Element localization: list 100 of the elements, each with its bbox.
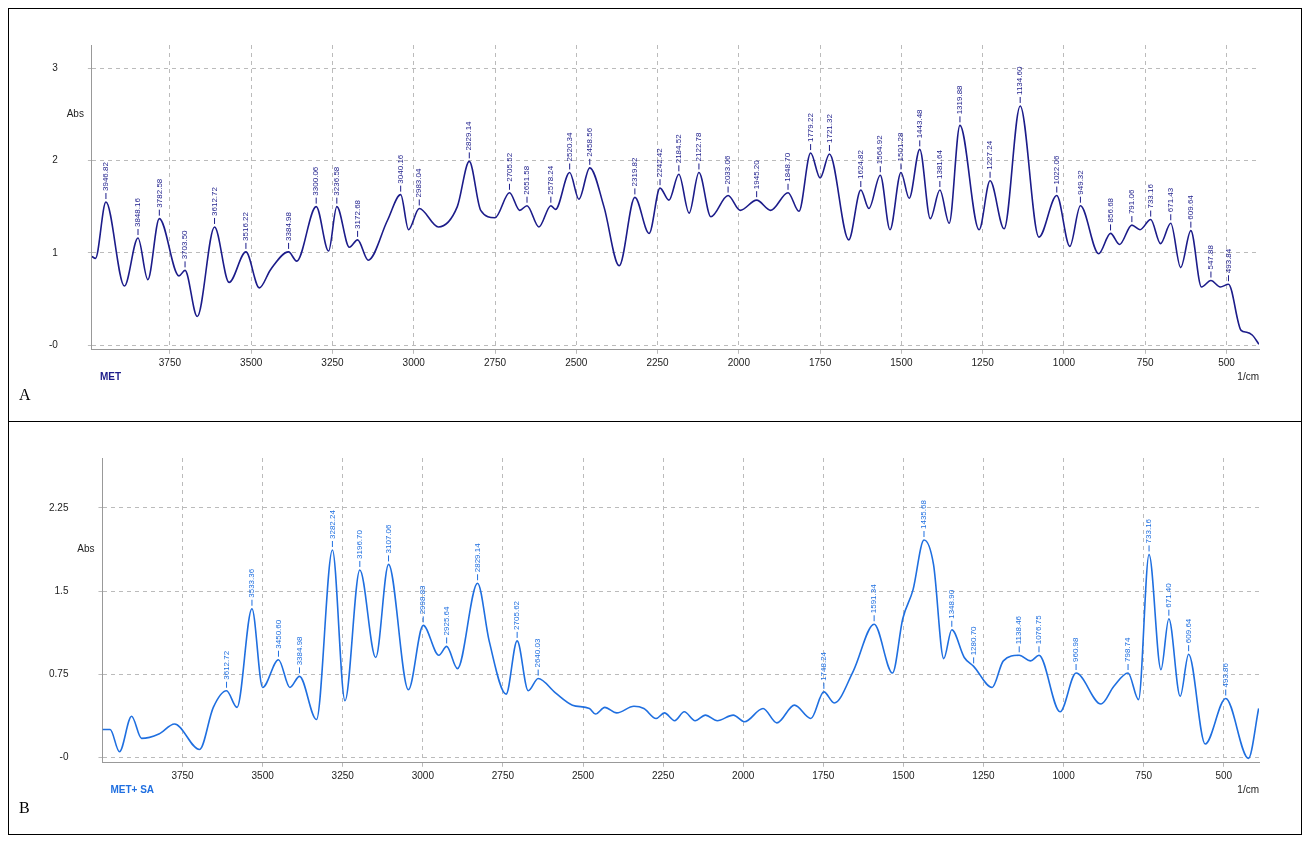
x-axis-title: 1/cm bbox=[1237, 783, 1259, 795]
x-tick-label: 2500 bbox=[565, 356, 588, 368]
x-tick-label: 1750 bbox=[808, 356, 832, 368]
text: B bbox=[19, 798, 30, 816]
y-tick-label: 3 bbox=[52, 61, 59, 73]
text: MET+ SA bbox=[110, 783, 155, 795]
annotation: 2829.14 bbox=[464, 120, 474, 151]
annotation: 2705.52 bbox=[504, 152, 514, 182]
annotation: 493.84 bbox=[1223, 248, 1233, 274]
annotation: 2640.03 bbox=[533, 638, 543, 668]
x-tick-label: 3750 bbox=[171, 769, 195, 781]
x-tick-label: 1500 bbox=[892, 769, 915, 781]
annotation: 2983.04 bbox=[414, 168, 424, 198]
annotation: 2925.64 bbox=[441, 605, 451, 636]
y-tick-label: 2.25 bbox=[48, 501, 69, 513]
x-tick-label: 3500 bbox=[251, 769, 275, 781]
annotation: 3384.98 bbox=[294, 635, 304, 666]
y-tick-label: 1.5 bbox=[54, 584, 69, 596]
annotation: 2578.24 bbox=[546, 165, 556, 195]
x-tick-label: 2250 bbox=[651, 769, 675, 781]
x-tick-label: 3000 bbox=[402, 356, 426, 368]
annotation: 1721.32 bbox=[824, 113, 834, 143]
annotation: 1748.24 bbox=[819, 651, 829, 681]
x-tick-label: 1250 bbox=[971, 356, 995, 368]
annotation: 856.68 bbox=[1105, 197, 1115, 223]
annotation: 3384.98 bbox=[283, 211, 293, 241]
annotation: 798.74 bbox=[1123, 637, 1133, 663]
text: MET bbox=[99, 370, 121, 382]
annotation: 2184.52 bbox=[674, 133, 684, 164]
y-tick-label: -0 bbox=[59, 751, 69, 763]
annotation: 2998.83 bbox=[418, 584, 428, 615]
annotation: 3848.16 bbox=[133, 197, 143, 228]
text: A bbox=[19, 385, 31, 403]
annotation: 609.64 bbox=[1186, 194, 1196, 220]
x-tick-label: 1000 bbox=[1052, 356, 1076, 368]
x-tick-label: 3250 bbox=[331, 769, 355, 781]
annotation: 609.64 bbox=[1183, 618, 1193, 644]
annotation: 1076.75 bbox=[1034, 614, 1044, 645]
annotation: 3946.82 bbox=[101, 161, 111, 192]
annotation: 2705.62 bbox=[512, 600, 522, 630]
annotation: 1779.22 bbox=[805, 112, 815, 143]
annotation: 2651.58 bbox=[522, 165, 532, 195]
annotation: 671.40 bbox=[1164, 582, 1174, 608]
annotation: 1443.48 bbox=[914, 108, 924, 139]
annotation: 3282.24 bbox=[327, 509, 337, 539]
annotation: 1022.06 bbox=[1051, 155, 1061, 185]
annotation: 733.16 bbox=[1144, 518, 1154, 544]
annotation: 2242.42 bbox=[655, 147, 665, 178]
x-axis-title: 1/cm bbox=[1237, 370, 1259, 382]
y-tick-label: 1 bbox=[52, 246, 59, 258]
annotation: 791.06 bbox=[1127, 189, 1137, 215]
annotation: 1319.88 bbox=[955, 84, 965, 115]
y-tick-label: -0 bbox=[48, 338, 59, 350]
annotation: 1945.20 bbox=[751, 159, 761, 190]
annotation: 2033.06 bbox=[723, 155, 733, 185]
x-tick-label: 1250 bbox=[972, 769, 996, 781]
annotation: 3516.22 bbox=[241, 211, 251, 241]
x-tick-label: 500 bbox=[1215, 769, 1233, 781]
x-tick-label: 3000 bbox=[411, 769, 435, 781]
y-tick-label: 2 bbox=[52, 154, 59, 166]
annotation: 3782.58 bbox=[154, 178, 164, 208]
y-axis-title: Abs bbox=[66, 108, 84, 120]
annotation: 2520.34 bbox=[564, 131, 574, 162]
annotation: 3196.70 bbox=[355, 529, 365, 559]
annotation: 1134.60 bbox=[1015, 66, 1025, 95]
x-tick-label: 3750 bbox=[158, 356, 182, 368]
annotation: 2319.82 bbox=[630, 156, 640, 187]
annotation: 1435.68 bbox=[919, 499, 929, 530]
annotation: 3612.72 bbox=[209, 186, 219, 216]
annotation: 3533.36 bbox=[247, 568, 257, 598]
x-tick-label: 750 bbox=[1136, 356, 1154, 368]
annotation: 3703.50 bbox=[180, 229, 190, 260]
x-tick-label: 1500 bbox=[890, 356, 913, 368]
y-axis-title: Abs bbox=[77, 543, 95, 555]
annotation: 733.16 bbox=[1145, 183, 1155, 209]
annotation: 493.86 bbox=[1220, 662, 1230, 688]
annotation: 547.88 bbox=[1206, 244, 1216, 270]
x-tick-label: 2000 bbox=[727, 356, 751, 368]
x-tick-label: 1750 bbox=[812, 769, 835, 781]
annotation: 1280.70 bbox=[968, 625, 978, 656]
annotation: 3040.16 bbox=[395, 154, 405, 184]
annotation: 2458.56 bbox=[584, 127, 594, 157]
annotation: 960.98 bbox=[1071, 637, 1081, 663]
annotation: 671.43 bbox=[1165, 187, 1175, 213]
x-tick-label: 500 bbox=[1218, 356, 1236, 368]
annotation: 3172.68 bbox=[352, 199, 362, 229]
annotation: 1624.82 bbox=[856, 149, 866, 180]
annotation: 1381.64 bbox=[935, 149, 945, 180]
annotation: 1138.46 bbox=[1014, 615, 1024, 645]
annotation: 3450.60 bbox=[273, 619, 283, 649]
x-tick-label: 2250 bbox=[646, 356, 670, 368]
annotation: 1227.24 bbox=[985, 140, 995, 170]
annotation: 2122.78 bbox=[694, 131, 704, 162]
annotation: 1501.28 bbox=[896, 131, 906, 162]
annotation: 2829.14 bbox=[472, 542, 482, 573]
x-tick-label: 1000 bbox=[1052, 769, 1076, 781]
annotation: 3236.58 bbox=[332, 166, 342, 196]
x-tick-label: 2750 bbox=[483, 356, 507, 368]
x-tick-label: 2500 bbox=[571, 769, 595, 781]
x-tick-label: 2000 bbox=[732, 769, 755, 781]
